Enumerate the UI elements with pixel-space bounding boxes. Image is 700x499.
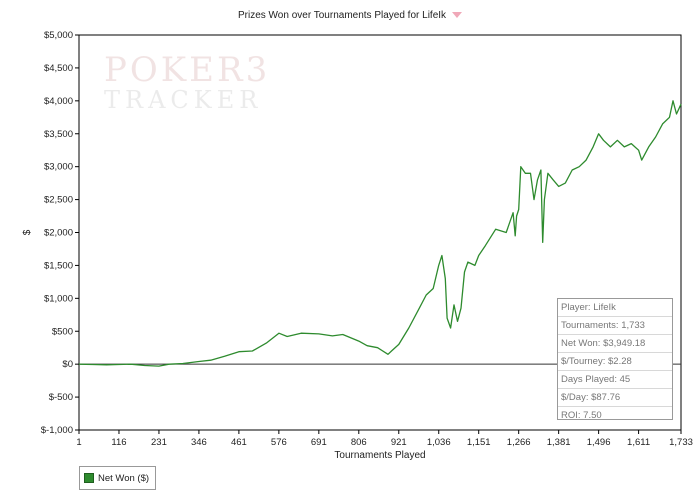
x-tick-label: 1,266 — [507, 437, 531, 448]
y-tick-label: $2,500 — [44, 195, 73, 206]
stat-line: $/Day: $87.76 — [558, 389, 672, 407]
x-tick-label: 1,496 — [587, 437, 611, 448]
y-tick-label: $1,500 — [44, 260, 73, 271]
x-axis-label: Tournaments Played — [334, 450, 425, 461]
chart-title: Prizes Won over Tournaments Played for L… — [0, 10, 700, 21]
x-tick-label: 1,381 — [547, 437, 571, 448]
x-tick-label: 231 — [151, 437, 167, 448]
y-tick-label: $2,000 — [44, 228, 73, 239]
y-tick-label: $500 — [52, 326, 73, 337]
stat-line: Tournaments: 1,733 — [558, 317, 672, 335]
x-tick-label: 691 — [311, 437, 327, 448]
x-tick-label: 1 — [76, 437, 81, 448]
legend-swatch — [84, 473, 94, 483]
stat-line: $/Tourney: $2.28 — [558, 353, 672, 371]
x-tick-label: 1,036 — [427, 437, 451, 448]
y-tick-label: $3,000 — [44, 162, 73, 173]
title-dropdown-icon[interactable] — [452, 12, 463, 19]
x-tick-label: 461 — [231, 437, 247, 448]
y-tick-label: $1,000 — [44, 293, 73, 304]
stat-line: Player: LifeIk — [558, 299, 672, 317]
y-tick-label: $3,500 — [44, 129, 73, 140]
stat-line: Days Played: 45 — [558, 371, 672, 389]
chart-title-text: Prizes Won over Tournaments Played for L… — [237, 10, 447, 21]
stat-line: Net Won: $3,949.18 — [558, 335, 672, 353]
stat-line: ROI: 7.50 — [561, 410, 602, 421]
y-tick-label: $0 — [62, 359, 73, 370]
stats-box: Player: LifeIk Tournaments: 1,733 Net Won:… — [557, 298, 673, 421]
x-tick-label: 1,611 — [627, 437, 650, 448]
legend-label: Net Won ($) — [98, 472, 150, 484]
x-tick-label: 806 — [351, 437, 367, 448]
y-tick-label: $-1,000 — [41, 425, 73, 436]
y-axis-label: $ — [22, 229, 33, 235]
y-tick-label: $-500 — [49, 392, 73, 403]
x-tick-label: 1,151 — [467, 437, 491, 448]
legend: Net Won ($) — [79, 466, 157, 490]
series-line-net-won — [78, 100, 682, 367]
x-tick-label: 576 — [271, 437, 287, 448]
y-tick-label: $4,000 — [44, 96, 73, 107]
x-tick-label: 1,733 — [669, 437, 693, 448]
x-tick-label: 116 — [111, 437, 126, 448]
y-tick-label: $4,500 — [44, 63, 73, 74]
x-tick-label: 921 — [391, 437, 407, 448]
y-tick-label: $5,000 — [44, 30, 73, 41]
x-tick-label: 346 — [191, 437, 207, 448]
